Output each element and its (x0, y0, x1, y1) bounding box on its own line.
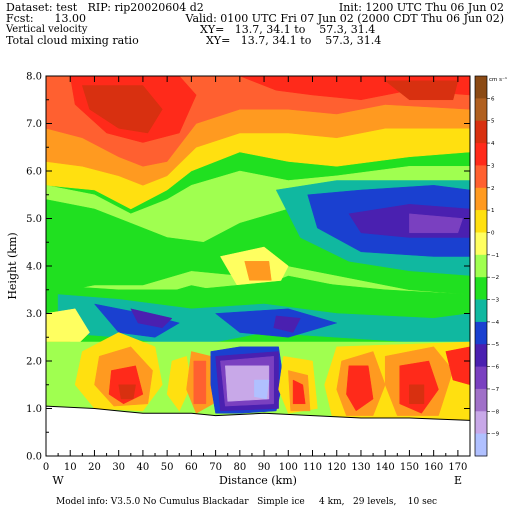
header-fcst: Fcst: 13.00 (6, 12, 87, 25)
colorbar-label: −8 (491, 409, 500, 415)
x-tick-label: 50 (161, 462, 174, 473)
model-info: Model info: V3.5.0 No Cumulus Blackadar … (56, 497, 438, 507)
x-axis-label: Distance (km) (219, 474, 297, 487)
y-tick-labels: 0.0 1.0 2.0 3.0 4.0 5.0 6.0 7.0 8.0 (26, 72, 42, 463)
y-tick-label: 0.0 (26, 452, 42, 463)
y-tick-label: 7.0 (26, 119, 42, 130)
colorbar-unit: cm s⁻¹ (489, 76, 507, 83)
y-axis-label: Height (km) (6, 232, 19, 299)
y-tick-label: 8.0 (26, 72, 42, 83)
colorbar-label: −5 (491, 342, 500, 348)
x-tick-label: 150 (400, 462, 419, 473)
contour-region-5 (82, 85, 163, 134)
colorbar-swatch (475, 98, 487, 122)
header-xy1: XY= 13.7, 34.1 to 57.3, 31.4 (200, 23, 376, 36)
y-tick-label: 3.0 (26, 309, 42, 320)
colorbar-swatch (475, 299, 487, 323)
colorbar-frame (474, 75, 488, 457)
y-tick-label: 2.0 (26, 357, 42, 368)
colorbar-swatch (475, 433, 487, 457)
x-tick-label: 160 (424, 462, 443, 473)
colorbar-swatch (475, 165, 487, 189)
x-tick-label: 10 (64, 462, 77, 473)
y-tick-label: 6.0 (26, 167, 42, 178)
colorbar-swatch (475, 321, 487, 345)
west-label: W (52, 474, 64, 487)
header-init: Init: 1200 UTC Thu 06 Jun 02 (338, 1, 504, 14)
colorbar-label: 1 (491, 208, 495, 214)
colorbar-swatch (475, 120, 487, 144)
colorbar-swatch (475, 76, 487, 99)
colorbar-label: 4 (491, 141, 495, 147)
x-tick-label: 120 (327, 462, 346, 473)
colorbar-swatch (475, 344, 487, 368)
x-tick-label: 60 (185, 462, 198, 473)
x-tick-labels: 0 10 20 30 40 50 60 70 80 90 100 110 120 130 140 150 160… (43, 462, 468, 473)
east-label: E (454, 474, 462, 487)
colorbar-swatch (475, 254, 487, 278)
contour-region-35 (254, 379, 270, 400)
colorbar-swatch (475, 232, 487, 256)
contour-region-30 (193, 360, 207, 405)
header-xy2: XY= 13.7, 34.1 to 57.3, 31.4 (206, 34, 382, 47)
contour-regions (45, 75, 471, 456)
colorbar-label: 2 (491, 186, 495, 192)
colorbar-label: −9 (491, 432, 500, 438)
header-dataset: Dataset: test RIP: rip20020604 d2 (6, 1, 204, 14)
x-tick-label: 140 (376, 462, 395, 473)
x-tick-label: 0 (43, 462, 49, 473)
x-tick-label: 70 (209, 462, 222, 473)
contour-region-18 (130, 308, 173, 329)
colorbar-swatch (475, 411, 487, 435)
y-tick-label: 1.0 (26, 404, 42, 415)
colorbar-label: 5 (491, 119, 495, 125)
colorbar-label: 6 (491, 96, 495, 102)
colorbar-label: −7 (491, 387, 500, 393)
x-tick-label: 170 (448, 462, 467, 473)
y-tick-label: 4.0 (26, 262, 42, 273)
contour-region-27 (118, 384, 136, 400)
x-tick-label: 20 (88, 462, 101, 473)
x-tick-label: 110 (303, 462, 322, 473)
colorbar-swatch (475, 143, 487, 166)
colorbar-swatch (475, 187, 487, 211)
colorbar-swatch (475, 210, 487, 233)
colorbar-label: 0 (491, 230, 495, 236)
x-tick-label: 40 (137, 462, 150, 473)
x-tick-label: 30 (112, 462, 125, 473)
header-valid: Valid: 0100 UTC Fri 07 Jun 02 (2000 CDT … (185, 12, 504, 25)
colorbar: 6 5 4 3 2 1 0 −1 −2 −3 −4 −5 −6 −7 −8 −9 (474, 75, 500, 457)
contour-region-38 (292, 379, 306, 405)
colorbar-swatch (475, 277, 487, 301)
colorbar-swatch (475, 366, 487, 390)
contour-region-20 (273, 315, 301, 333)
colorbar-label: −6 (491, 365, 500, 371)
colorbar-label: −2 (491, 275, 499, 281)
x-tick-label: 130 (351, 462, 370, 473)
x-tick-label: 90 (258, 462, 271, 473)
header-field2: Total cloud mixing ratio (6, 34, 139, 47)
x-tick-label: 80 (233, 462, 246, 473)
colorbar-label: 3 (491, 163, 495, 169)
colorbar-label: −1 (491, 253, 499, 259)
header-field1: Vertical velocity (6, 24, 88, 35)
contour-region-14 (244, 261, 272, 281)
contour-region-12 (409, 213, 463, 234)
contour-region-28 (166, 356, 192, 412)
y-tick-label: 5.0 (26, 214, 42, 225)
x-tick-label: 100 (279, 462, 298, 473)
contour-region-45 (409, 384, 425, 405)
axis-ticks (45, 75, 470, 457)
contour-region-42 (346, 365, 374, 412)
colorbar-label: −4 (491, 320, 500, 326)
colorbar-swatch (475, 388, 487, 412)
colorbar-label: −3 (491, 298, 500, 304)
